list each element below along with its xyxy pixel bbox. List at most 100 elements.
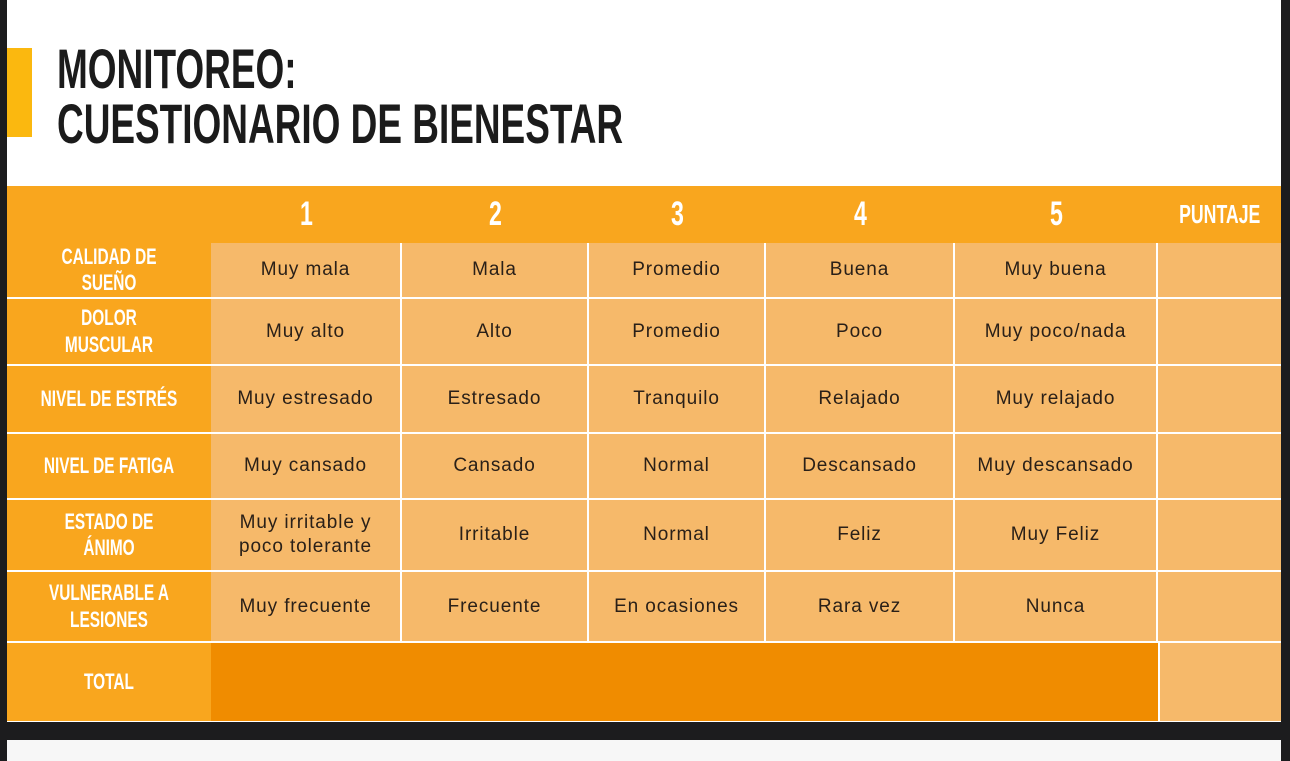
row-label-text: NIVEL DE ESTRÉS: [40, 385, 178, 411]
row-label-text: NIVEL DE FATIGA: [43, 452, 175, 478]
column-header: 1: [211, 186, 402, 243]
cell: Muy poco/nada: [955, 299, 1158, 366]
cell: Irritable: [402, 500, 589, 572]
cell: Muy Feliz: [955, 500, 1158, 572]
total-score: [1158, 643, 1281, 721]
column-header-text: 4: [854, 195, 867, 233]
next-slide: [7, 740, 1281, 761]
cell: Rara vez: [766, 572, 955, 643]
cell: Muy buena: [955, 243, 1158, 299]
cell: En ocasiones: [589, 572, 766, 643]
cell: Descansado: [766, 434, 955, 500]
cell: Normal: [589, 434, 766, 500]
score-cell: [1158, 299, 1281, 366]
row-label: NIVEL DE FATIGA: [7, 434, 211, 500]
cell: Estresado: [402, 366, 589, 434]
cell-text: Alto: [476, 320, 513, 342]
title-line: CUESTIONARIO DE BIENESTAR: [57, 92, 624, 155]
cell: Tranquilo: [589, 366, 766, 434]
cell: Relajado: [766, 366, 955, 434]
cell-text: Muy mala: [260, 259, 351, 281]
cell-text: Buena: [829, 259, 890, 281]
column-header: 3: [589, 186, 766, 243]
row-label-text: ESTADO DE ÁNIMO: [64, 508, 154, 560]
row-label: DOLOR MUSCULAR: [7, 299, 211, 366]
cell: Nunca: [955, 572, 1158, 643]
cell: Normal: [589, 500, 766, 572]
cell: Cansado: [402, 434, 589, 500]
row-label-text: VULNERABLE A LESIONES: [48, 580, 170, 632]
row-label-text: DOLOR MUSCULAR: [64, 305, 154, 357]
cell: Muy irritable y poco tolerante: [211, 500, 402, 572]
column-header-text: 3: [671, 195, 684, 233]
total-label: TOTAL: [7, 643, 211, 721]
column-header-text: 2: [489, 195, 502, 233]
cell-text: Tranquilo: [633, 388, 720, 410]
score-cell: [1158, 243, 1281, 299]
cell: Promedio: [589, 243, 766, 299]
cell-text: Nunca: [1025, 595, 1086, 617]
cell-text: Muy frecuente: [239, 595, 372, 617]
cell: Muy relajado: [955, 366, 1158, 434]
cell-text: Muy alto: [265, 320, 345, 342]
cell-text: Normal: [643, 455, 710, 477]
cell: Poco: [766, 299, 955, 366]
row-label: VULNERABLE A LESIONES: [7, 572, 211, 643]
column-header-text: 5: [1050, 195, 1063, 233]
score-cell: [1158, 434, 1281, 500]
cell-text: Muy irritable y poco tolerante: [238, 512, 373, 557]
cell-text: Rara vez: [817, 595, 902, 617]
cell-text: Muy descansado: [977, 455, 1134, 477]
cell: Muy descansado: [955, 434, 1158, 500]
score-cell: [1158, 500, 1281, 572]
cell: Buena: [766, 243, 955, 299]
row-label: ESTADO DE ÁNIMO: [7, 500, 211, 572]
cell: Feliz: [766, 500, 955, 572]
cell-text: Poco: [836, 320, 883, 342]
cell: Muy cansado: [211, 434, 402, 500]
column-header: 4: [766, 186, 955, 243]
cell-text: Descansado: [802, 455, 917, 477]
cell-text: Cansado: [453, 455, 536, 477]
column-header: 5: [955, 186, 1158, 243]
column-header-text: 1: [300, 195, 313, 233]
cell-text: En ocasiones: [614, 595, 739, 617]
total-label-text: TOTAL: [84, 668, 134, 694]
cell: Muy alto: [211, 299, 402, 366]
row-label: NIVEL DE ESTRÉS: [7, 366, 211, 434]
cell: Mala: [402, 243, 589, 299]
cell-text: Muy cansado: [244, 455, 367, 477]
cell-text: Muy buena: [1004, 259, 1107, 281]
cell: Frecuente: [402, 572, 589, 643]
cell: Muy estresado: [211, 366, 402, 434]
score-cell: [1158, 366, 1281, 434]
cell-text: Relajado: [818, 388, 901, 410]
cell-text: Muy Feliz: [1010, 524, 1101, 546]
score-cell: [1158, 572, 1281, 643]
header-corner: [7, 186, 211, 243]
cell: Muy frecuente: [211, 572, 402, 643]
row-label: CALIDAD DE SUEÑO: [7, 243, 211, 299]
total-bar: [211, 643, 1158, 721]
cell-text: Estresado: [447, 388, 542, 410]
cell-text: Muy estresado: [237, 388, 374, 410]
cell: Promedio: [589, 299, 766, 366]
accent-bar: [7, 48, 32, 137]
column-header: 2: [402, 186, 589, 243]
cell-text: Irritable: [458, 524, 531, 546]
cell-text: Feliz: [837, 524, 882, 546]
cell-text: Muy poco/nada: [984, 320, 1127, 342]
cell-text: Promedio: [632, 259, 721, 281]
title-line: MONITOREO:: [57, 37, 297, 100]
column-header: PUNTAJE: [1158, 186, 1281, 243]
table: 1 2 3 4 5 PUNTAJE CALIDAD DE SUEÑO Muy mala Mala…: [7, 186, 1281, 721]
cell-text: Muy relajado: [995, 388, 1116, 410]
cell-text: Mala: [472, 259, 517, 281]
cell: Alto: [402, 299, 589, 366]
cell: Muy mala: [211, 243, 402, 299]
row-label-text: CALIDAD DE SUEÑO: [61, 243, 157, 295]
cell-text: Normal: [643, 524, 710, 546]
column-header-text: PUNTAJE: [1178, 199, 1261, 229]
cell-text: Promedio: [632, 320, 721, 342]
